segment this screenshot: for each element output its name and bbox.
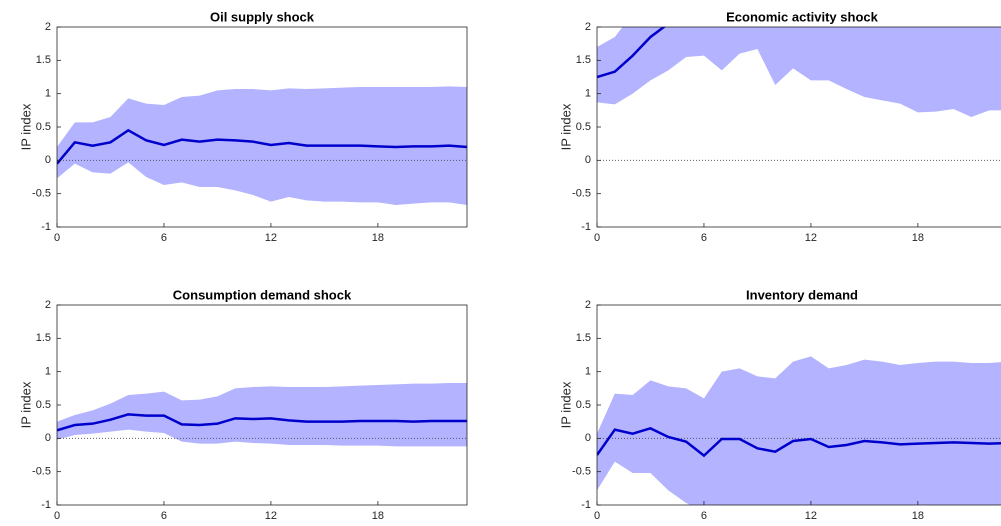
plot-content xyxy=(57,86,467,205)
y-axis-label: IP index xyxy=(558,381,573,428)
confidence-band xyxy=(57,383,467,447)
y-tick-label: 0.5 xyxy=(576,399,591,411)
y-tick-label: -1 xyxy=(41,221,51,233)
x-tick-label: 0 xyxy=(54,510,60,522)
y-tick-label: -1 xyxy=(581,221,591,233)
confidence-band xyxy=(597,356,1001,505)
x-tick-label: 0 xyxy=(594,510,600,522)
confidence-band xyxy=(597,27,1001,117)
x-tick-label: 6 xyxy=(161,232,167,244)
x-tick-label: 0 xyxy=(54,232,60,244)
confidence-band xyxy=(57,86,467,205)
x-tick-label: 6 xyxy=(701,232,707,244)
y-tick-label: 1 xyxy=(45,366,51,378)
y-tick-label: 0.5 xyxy=(36,121,51,133)
y-tick-label: 1.5 xyxy=(36,332,51,344)
y-tick-label: 0 xyxy=(585,432,591,444)
subplot: -1 -0.5 0 0.5 1 1.5 2 0 6 12 18 Oil supply shock IP … xyxy=(18,9,468,244)
y-tick-label: -1 xyxy=(41,499,51,511)
y-tick-label: 0 xyxy=(585,154,591,166)
median-line xyxy=(597,426,1001,458)
y-axis-label: IP index xyxy=(558,103,573,150)
y-tick-label: 0 xyxy=(45,154,51,166)
chart-title: Inventory demand xyxy=(746,287,858,302)
median-line xyxy=(57,128,467,165)
y-tick-label: 1 xyxy=(45,88,51,100)
x-tick-label: 12 xyxy=(265,510,277,522)
x-tick-label: 18 xyxy=(912,510,924,522)
y-tick-label: -1 xyxy=(581,499,591,511)
y-tick-label: 2 xyxy=(585,21,591,33)
chart-title: Oil supply shock xyxy=(210,9,315,24)
plot-content xyxy=(597,356,1001,505)
y-tick-label: 2 xyxy=(45,299,51,311)
chart-title: Economic activity shock xyxy=(726,9,878,24)
subplot: -1 -0.5 0 0.5 1 1.5 2 0 6 12 18 Consumption demand … xyxy=(18,287,468,522)
y-tick-label: 0 xyxy=(45,432,51,444)
plot-content xyxy=(597,27,1001,161)
subplot: -1 -0.5 0 0.5 1 1.5 2 0 6 12 18 Inventory demand IP … xyxy=(558,287,1001,522)
y-tick-label: 1.5 xyxy=(36,54,51,66)
x-tick-label: 6 xyxy=(161,510,167,522)
y-axis-label: IP index xyxy=(18,381,33,428)
x-tick-label: 18 xyxy=(912,232,924,244)
chart-title: Consumption demand shock xyxy=(173,287,352,302)
y-tick-label: 0.5 xyxy=(576,121,591,133)
y-tick-label: 2 xyxy=(585,299,591,311)
x-tick-label: 12 xyxy=(805,232,817,244)
x-tick-label: 12 xyxy=(265,232,277,244)
x-tick-label: 18 xyxy=(372,232,384,244)
y-tick-label: 1.5 xyxy=(576,54,591,66)
y-tick-label: 2 xyxy=(45,21,51,33)
y-tick-label: -0.5 xyxy=(32,188,51,200)
x-tick-label: 0 xyxy=(594,232,600,244)
y-tick-label: -0.5 xyxy=(32,466,51,478)
subplot: -1 -0.5 0 0.5 1 1.5 2 0 6 12 18 Economic activity s… xyxy=(558,9,1001,244)
y-tick-label: 1 xyxy=(585,88,591,100)
x-tick-label: 12 xyxy=(805,510,817,522)
median-line xyxy=(57,413,467,432)
y-tick-label: 1.5 xyxy=(576,332,591,344)
plot-content xyxy=(57,383,467,447)
x-tick-label: 6 xyxy=(701,510,707,522)
y-tick-label: 1 xyxy=(585,366,591,378)
y-tick-label: -0.5 xyxy=(572,188,591,200)
y-axis-label: IP index xyxy=(18,103,33,150)
y-tick-label: 0.5 xyxy=(36,399,51,411)
y-tick-label: -0.5 xyxy=(572,466,591,478)
x-tick-label: 18 xyxy=(372,510,384,522)
